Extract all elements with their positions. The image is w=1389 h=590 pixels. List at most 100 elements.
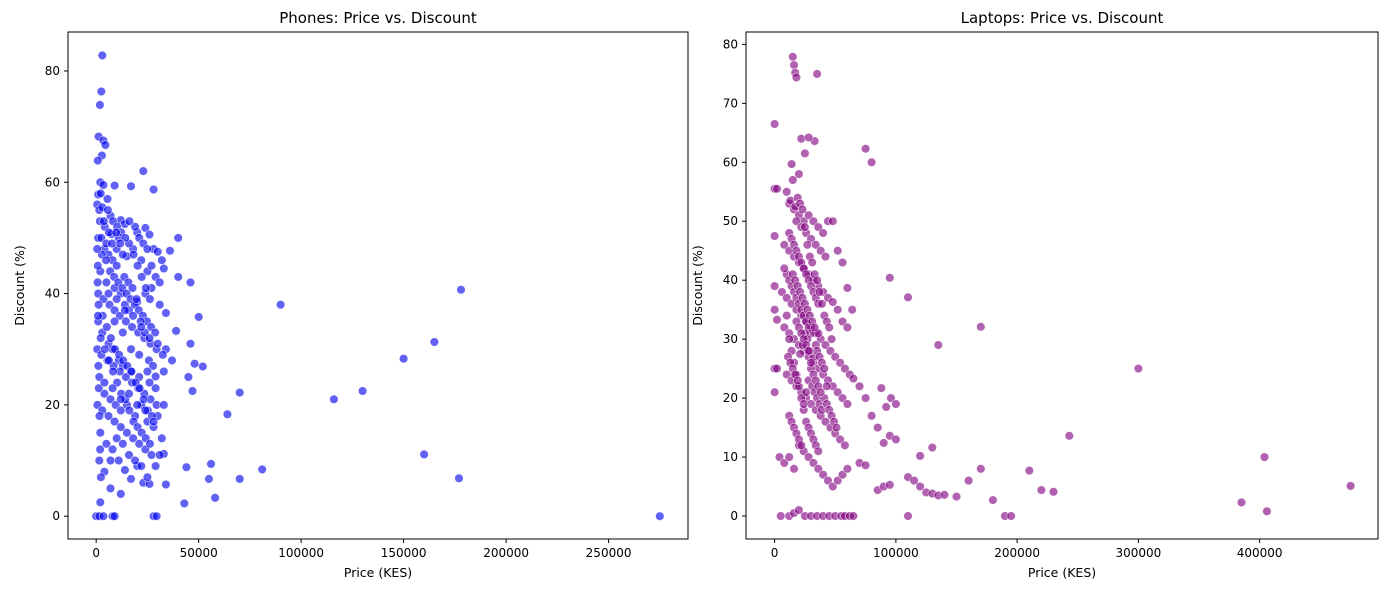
data-point [456,285,466,295]
data-point [99,378,109,388]
data-point [772,315,782,325]
data-point [103,289,114,299]
data-point [127,322,137,332]
y-tick-label: 10 [723,450,738,464]
data-point [429,337,440,347]
laptops-y-axis-label: Discount (%) [690,245,705,325]
data-point [860,393,871,403]
data-point [800,222,810,232]
data-point [876,383,886,393]
data-point [93,261,103,271]
data-point [126,366,136,377]
data-point [190,359,200,369]
data-point [772,184,782,194]
data-point [179,498,189,509]
data-point [134,350,144,360]
data-point [153,247,163,257]
data-point [791,72,802,82]
data-point [127,283,138,293]
data-point [779,322,789,333]
data-point [769,387,780,397]
data-point [399,354,409,364]
data-point [833,246,843,256]
data-point [210,493,220,503]
data-point [826,334,837,344]
data-point [791,216,802,226]
data-point [116,394,126,404]
data-point [842,464,853,474]
data-point [419,449,429,460]
data-point [93,156,103,166]
data-point [115,238,125,249]
y-tick-label: 20 [45,398,60,412]
data-point [1236,497,1247,508]
x-tick-label: 50000 [180,546,218,560]
data-point [803,346,814,356]
data-point [94,455,104,466]
data-point [837,393,848,403]
data-point [107,444,118,455]
data-point [769,231,780,241]
data-point [151,371,161,382]
data-point [803,132,814,143]
data-point [206,459,216,469]
data-point [94,383,104,393]
data-point [788,175,798,185]
data-point [1024,466,1034,476]
y-tick-label: 0 [730,509,738,523]
data-point [140,223,150,233]
data-point [92,277,103,288]
data-point [187,386,198,396]
data-point [866,411,877,421]
data-point [98,180,108,190]
data-point [135,383,145,393]
data-point [796,440,806,450]
data-point [842,283,853,293]
data-point [116,489,126,499]
data-point [106,333,116,343]
y-tick-label: 70 [723,96,738,110]
data-point [95,497,105,507]
data-point [797,204,808,214]
data-point [101,277,111,288]
data-point [1064,431,1074,441]
data-point [793,375,803,386]
data-point [142,244,152,254]
data-point [885,480,895,490]
data-point [139,394,149,404]
x-tick-label: 200000 [483,546,529,560]
data-point [130,222,140,232]
data-point [122,428,132,438]
data-point [105,394,116,404]
data-point [784,334,794,344]
data-point [808,216,819,226]
data-point [99,389,109,399]
data-point [358,386,368,396]
data-point [816,387,826,397]
data-point [891,434,901,445]
data-point [157,255,167,265]
data-point [118,250,128,260]
data-point [130,455,140,466]
data-point [100,344,110,354]
data-point [933,340,943,350]
data-point [102,194,113,204]
data-point [151,383,161,393]
data-point [782,311,792,321]
data-point [142,366,152,377]
data-point [837,257,848,268]
data-point [988,495,998,505]
data-point [107,238,117,249]
phones-scatter-plot: 0 50000 100000 150000 200000 250000 0 20 40 60 80 P… [12,9,689,580]
data-point [128,250,139,260]
data-point [137,272,147,282]
data-point [808,458,819,468]
laptops-chart-title: Laptops: Price vs. Discount [961,9,1164,27]
data-point [879,438,889,448]
data-point [93,311,103,321]
data-point [257,464,267,475]
data-point [812,69,822,79]
data-point [171,326,181,336]
data-point [828,297,838,307]
